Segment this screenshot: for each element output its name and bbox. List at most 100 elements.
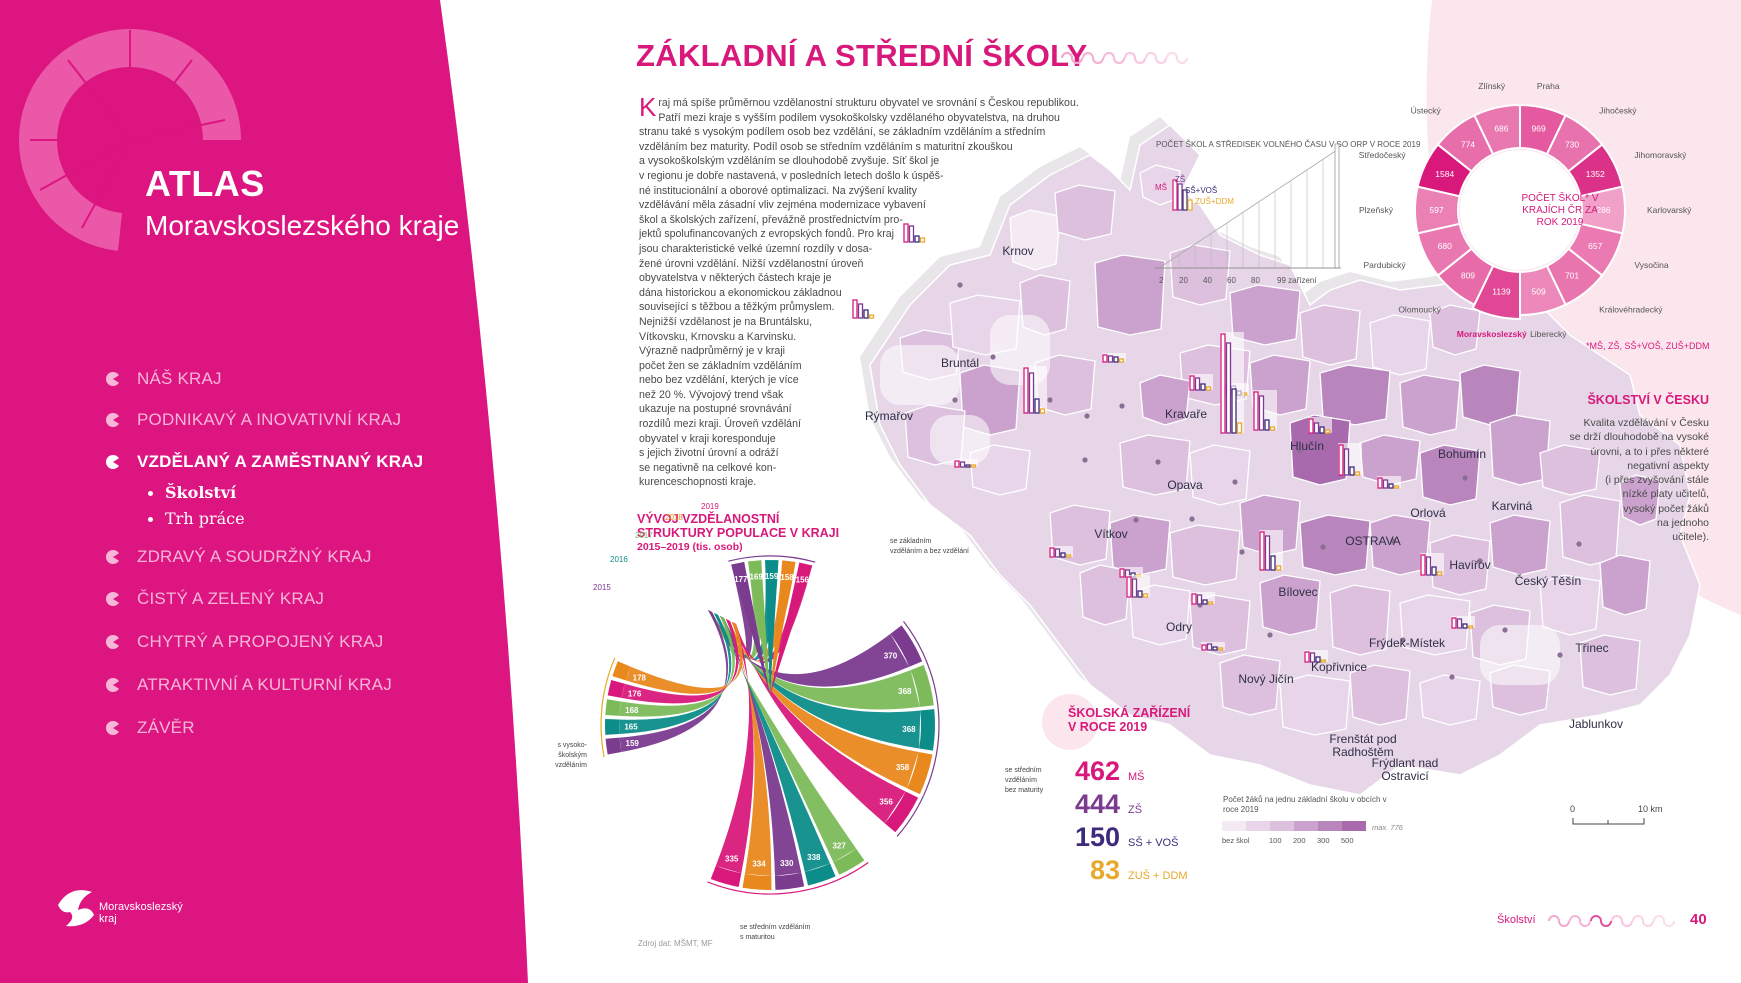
orp-bar-cluster[interactable] [1451, 616, 1475, 629]
municipality-area[interactable] [1169, 524, 1241, 586]
municipality-area[interactable] [1429, 304, 1481, 356]
town-label[interactable]: Hlučín [1289, 439, 1324, 453]
town-label[interactable]: Orlová [1410, 506, 1446, 520]
nav-item-1[interactable]: NÁŠ KRAJ [105, 369, 222, 389]
town-label[interactable]: Český Těšín [1514, 574, 1582, 588]
municipality-area[interactable] [1054, 184, 1116, 241]
municipality-area[interactable] [1094, 254, 1166, 336]
municipality-area[interactable] [1399, 374, 1461, 436]
edu-value-label: 338 [807, 853, 821, 862]
footer-ornament [1548, 915, 1675, 927]
municipality-area[interactable] [1109, 514, 1171, 576]
municipality-area[interactable] [1329, 584, 1391, 656]
orp-bar-cluster[interactable] [1023, 366, 1047, 414]
municipality-area[interactable] [1119, 434, 1191, 496]
orp-bar [1431, 566, 1437, 576]
orp-bar-cluster[interactable] [852, 298, 876, 319]
municipality-area[interactable] [1319, 364, 1391, 426]
subnav-item-2[interactable]: Trh práce [148, 509, 245, 528]
town-label[interactable]: Nový Jičín [1238, 672, 1294, 686]
orp-bar-cluster[interactable] [1102, 353, 1126, 363]
municipality-area[interactable] [1009, 209, 1061, 271]
orp-bar-cluster[interactable] [1253, 390, 1277, 431]
nav-item-6[interactable]: CHYTRÝ A PROPOJENÝ KRAJ [105, 632, 383, 652]
municipality-area[interactable] [1419, 444, 1481, 506]
town-label[interactable]: OSTRAVA [1345, 534, 1401, 548]
nav-item-7[interactable]: ATRAKTIVNÍ A KULTURNÍ KRAJ [105, 675, 392, 695]
orp-bar [1194, 377, 1201, 391]
town-label[interactable]: Odry [1165, 620, 1192, 634]
municipality-area[interactable] [1599, 554, 1651, 616]
orp-bar-cluster[interactable] [1126, 575, 1150, 598]
town-label[interactable]: Vítkov [1094, 527, 1128, 541]
town-label[interactable]: Opava [1167, 478, 1203, 492]
town-label[interactable]: Frýdlant nad Ostravicí [1371, 756, 1439, 783]
town-label[interactable]: Havířov [1449, 558, 1491, 572]
municipality-area[interactable] [1289, 414, 1351, 486]
orp-bar-cluster[interactable] [1189, 374, 1213, 391]
municipality-area[interactable] [1419, 674, 1481, 726]
town-label[interactable]: Karviná [1491, 499, 1533, 513]
town-label[interactable]: Kopřivnice [1310, 660, 1368, 674]
town-label[interactable]: Třinec [1575, 641, 1609, 655]
edu-year-label: 2019 [701, 502, 719, 511]
orp-bar-cluster[interactable] [954, 459, 978, 468]
municipality-area[interactable] [1219, 654, 1281, 716]
nav-item-2[interactable]: PODNIKAVÝ A INOVATIVNÍ KRAJ [105, 410, 401, 430]
orp-bar-cluster[interactable] [1201, 642, 1225, 651]
intro-line: rozdílů mezi kraji. Úroveň vzdělání [639, 418, 801, 431]
edu-value-label: 176 [628, 690, 642, 699]
town-label[interactable]: Rýmařov [864, 409, 913, 423]
town-label[interactable]: Kravaře [1164, 407, 1208, 421]
intro-line: škol a školských zařízení, převážně pros… [639, 213, 903, 226]
intro-line: obyvatelstva v některých částech kraje j… [639, 272, 832, 285]
atlas-subtitle: Moravskoslezského kraje [145, 210, 460, 241]
municipality-area[interactable] [1369, 314, 1431, 376]
subnav-item-1[interactable]: Školství [148, 483, 236, 502]
nav-item-label: NÁŠ KRAJ [137, 369, 222, 388]
municipality-area[interactable] [1399, 594, 1471, 656]
municipality-area[interactable] [1489, 514, 1551, 576]
town-label[interactable]: Krnov [1002, 244, 1034, 258]
municipality-area[interactable] [1189, 444, 1251, 506]
orp-bar [1142, 593, 1149, 598]
municipality-area[interactable] [1279, 674, 1351, 736]
orp-bar-cluster[interactable] [1308, 417, 1332, 434]
orp-tick-label: 60 [1227, 276, 1236, 285]
municipality-area[interactable] [1129, 584, 1191, 646]
czech-box-line: nízké platy učitelů, [1622, 488, 1709, 501]
town-label[interactable]: Bruntál [940, 356, 980, 370]
municipality-area[interactable] [1079, 564, 1131, 626]
town-label[interactable]: Frýdek-Místek [1368, 636, 1445, 650]
municipality-area[interactable] [1429, 534, 1491, 596]
municipality-area[interactable] [1299, 304, 1361, 366]
municipality-area[interactable] [1239, 494, 1301, 556]
orp-bar-cluster[interactable] [1377, 476, 1401, 489]
municipality-dot [1297, 448, 1303, 454]
donut-category-label: Olomoucký [1398, 304, 1441, 314]
town-label[interactable]: Bohumín [1437, 447, 1487, 461]
orp-bar-cluster[interactable] [1220, 332, 1244, 434]
municipality-area[interactable] [1359, 434, 1421, 486]
nav-item-4[interactable]: ZDRAVÝ A SOUDRŽNÝ KRAJ [105, 547, 372, 567]
municipality-area[interactable] [1139, 374, 1191, 426]
orp-bar-cluster[interactable] [1420, 553, 1444, 576]
municipality-area[interactable] [1259, 574, 1321, 636]
municipality-area[interactable] [1619, 474, 1661, 526]
nav-item-3[interactable]: VZDĚLANÝ A ZAMĚSTNANÝ KRAJ [105, 452, 423, 472]
orp-bar-cluster[interactable] [1304, 650, 1328, 663]
municipality-area[interactable] [1349, 664, 1411, 726]
nav-item-8[interactable]: ZÁVĚR [105, 718, 195, 738]
orp-bar-cluster[interactable] [1191, 592, 1215, 605]
municipality-area[interactable] [1579, 634, 1641, 696]
orp-bar-cluster[interactable] [1049, 546, 1073, 558]
municipality-area[interactable] [1539, 444, 1601, 496]
nav-item-5[interactable]: ČISTÝ A ZELENÝ KRAJ [105, 589, 324, 609]
town-label[interactable]: Frenštát pod Radhoštěm [1329, 732, 1397, 759]
orp-bar-cluster[interactable] [903, 222, 927, 243]
town-label[interactable]: Bílovec [1278, 585, 1318, 599]
orp-bar-cluster[interactable] [1338, 443, 1362, 476]
town-label[interactable]: Jablunkov [1568, 717, 1624, 731]
municipality-area[interactable] [1299, 514, 1371, 576]
orp-bar-cluster[interactable] [1259, 530, 1283, 571]
